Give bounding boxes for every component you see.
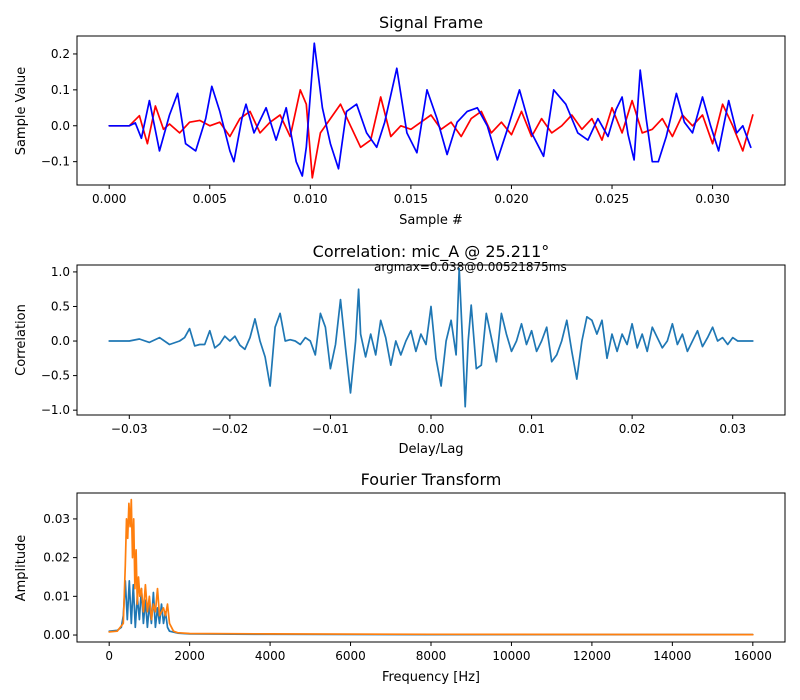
signal-frame-x-tick-label: 0.010 (293, 192, 327, 206)
correlation-x-tick-label: 0.02 (619, 422, 646, 436)
signal-frame-y-tick-label: 0.1 (51, 83, 70, 97)
correlation-x-tick-label: −0.02 (211, 422, 248, 436)
correlation-series-0-line (108, 267, 754, 408)
correlation-y-tick-label: 1.0 (51, 265, 70, 279)
fourier-x-tick-label: 8000 (416, 649, 447, 663)
fourier-xlabel: Frequency [Hz] (382, 670, 480, 685)
fourier-y-tick-label: 0.03 (43, 512, 70, 526)
fourier-x-tick-label: 0 (105, 649, 113, 663)
signal-frame-y-tick-label: 0.2 (51, 47, 70, 61)
fourier-x-tick-label: 12000 (573, 649, 611, 663)
fourier-title: Fourier Transform (361, 470, 502, 489)
signal-frame-x-tick-label: 0.030 (695, 192, 729, 206)
correlation-x-tick-label: −0.03 (111, 422, 148, 436)
correlation-y-tick-label: 0.0 (51, 334, 70, 348)
fourier-x-tick-label: 14000 (653, 649, 691, 663)
signal-frame-y-tick-label: −0.1 (41, 155, 70, 169)
fourier-ylabel: Amplitude (14, 535, 29, 602)
signal-frame-y-tick-label: 0.0 (51, 119, 70, 133)
signal-frame-ylabel: Sample Value (14, 67, 29, 156)
signal-frame-x-tick-label: 0.025 (595, 192, 629, 206)
correlation-ylabel: Correlation (14, 304, 29, 376)
correlation-x-tick-label: 0.01 (518, 422, 545, 436)
correlation-xlabel: Delay/Lag (398, 442, 463, 457)
signal-frame-axes-frame (76, 35, 786, 186)
signal-frame-panel: Signal Frame Sample # Sample Value 0.000… (14, 13, 786, 228)
signal-frame-series-0-line (108, 89, 754, 179)
correlation-x-tick-label: −0.01 (312, 422, 349, 436)
fourier-y-tick-label: 0.02 (43, 551, 70, 565)
fourier-series-0-line (108, 580, 754, 636)
signal-frame-x-tick-label: 0.015 (394, 192, 428, 206)
fourier-x-tick-label: 2000 (174, 649, 205, 663)
correlation-y-tick-label: 0.5 (51, 299, 70, 313)
correlation-y-tick-label: −0.5 (41, 369, 70, 383)
fourier-x-tick-label: 10000 (492, 649, 530, 663)
signal-frame-x-tick-label: 0.000 (92, 192, 126, 206)
fourier-series-1-line (108, 498, 754, 636)
fourier-x-tick-label: 16000 (734, 649, 772, 663)
fourier-x-tick-label: 6000 (335, 649, 366, 663)
signal-frame-xlabel: Sample # (399, 213, 463, 228)
fourier-y-tick-label: 0.00 (43, 628, 70, 642)
fourier-x-tick-label: 4000 (255, 649, 286, 663)
signal-frame-x-tick-label: 0.005 (193, 192, 227, 206)
correlation-x-tick-label: 0.00 (418, 422, 445, 436)
correlation-y-tick-label: −1.0 (41, 403, 70, 417)
fourier-y-tick-label: 0.01 (43, 589, 70, 603)
correlation-panel: Correlation: mic_A @ 25.211° argmax=0.03… (14, 242, 786, 457)
argmax-annotation: argmax=0.038@0.00521875ms (374, 260, 567, 274)
signal-frame-title: Signal Frame (379, 13, 483, 32)
signal-frame-series-1-line (108, 42, 752, 177)
correlation-title: Correlation: mic_A @ 25.211° (313, 242, 550, 262)
signal-frame-x-tick-label: 0.020 (494, 192, 528, 206)
correlation-x-tick-label: 0.03 (719, 422, 746, 436)
fourier-axes-frame (76, 492, 786, 643)
fourier-panel: Fourier Transform Frequency [Hz] Amplitu… (14, 470, 786, 685)
